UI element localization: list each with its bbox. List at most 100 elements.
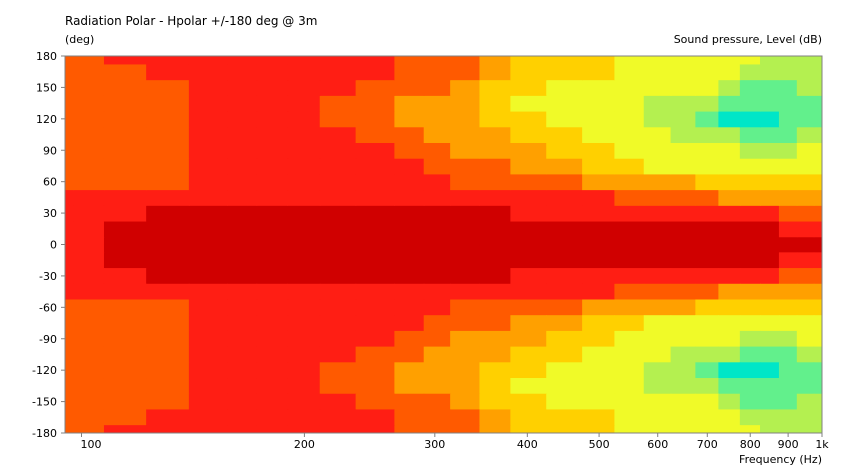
heatmap-cell [103, 244, 147, 253]
heatmap-cell [355, 409, 395, 426]
heatmap-cell [546, 425, 583, 433]
heatmap-cell [739, 409, 761, 426]
heatmap-cell [643, 315, 672, 332]
heatmap-cell [479, 205, 511, 222]
heatmap-cell [423, 244, 451, 253]
heatmap-cell [778, 268, 798, 285]
heatmap-cell [695, 315, 719, 332]
heatmap-cell [546, 205, 583, 222]
heatmap-cell [65, 110, 74, 128]
heatmap-cell [355, 378, 395, 395]
heatmap-cell [510, 425, 547, 433]
heatmap-cell [796, 268, 815, 285]
heatmap-cell [188, 95, 228, 112]
heatmap-cell [643, 205, 672, 222]
heatmap-cell [695, 189, 719, 206]
heatmap-cell [287, 95, 321, 112]
heatmap-cell [759, 205, 780, 222]
heatmap-cell [256, 56, 289, 65]
heatmap-cell [227, 252, 258, 269]
heatmap-cell [188, 299, 228, 316]
heatmap-cell [146, 126, 190, 143]
heatmap-cell [227, 244, 258, 253]
heatmap-cell [355, 315, 395, 332]
heatmap-cell [670, 393, 696, 411]
heatmap-cell [546, 393, 583, 411]
heatmap-cell [670, 79, 696, 96]
heatmap-cell [450, 425, 481, 433]
y-tick-label: -90 [39, 333, 57, 346]
heatmap-cell [103, 409, 147, 426]
heatmap-cell [582, 79, 616, 96]
heatmap-cell [643, 56, 672, 65]
heatmap-cell [450, 346, 481, 363]
heatmap-cell [103, 315, 147, 332]
heatmap-cell [355, 299, 395, 316]
heatmap-cell [73, 330, 105, 348]
heatmap-cell [796, 205, 815, 222]
heatmap-cell [813, 56, 822, 65]
heatmap-cell [718, 244, 741, 253]
heatmap-cell [546, 189, 583, 206]
y-tick-label: -60 [39, 301, 57, 314]
heatmap-cell [65, 236, 74, 246]
heatmap-cell [103, 299, 147, 316]
heatmap-cell [227, 63, 258, 81]
heatmap-cell [796, 173, 815, 191]
heatmap-cell [759, 236, 780, 246]
heatmap-cell [546, 173, 583, 191]
heatmap-cell [718, 283, 741, 301]
heatmap-cell [614, 173, 645, 191]
heatmap-cell [103, 79, 147, 96]
heatmap-cell [319, 409, 357, 426]
heatmap-cell [227, 299, 258, 316]
x-tick-label: 100 [80, 438, 101, 451]
heatmap-cell [188, 56, 228, 65]
heatmap-cell [423, 252, 451, 269]
heatmap-cell [510, 220, 547, 238]
heatmap-cell [65, 189, 74, 206]
heatmap-cell [759, 126, 780, 143]
heatmap-cell [739, 268, 761, 285]
heatmap-cell [188, 330, 228, 348]
heatmap-cell [287, 126, 321, 143]
heatmap-cell [510, 393, 547, 411]
heatmap-cell [759, 95, 780, 112]
heatmap-cell [643, 393, 672, 411]
heatmap-cell [813, 346, 822, 363]
heatmap-cell [355, 425, 395, 433]
heatmap-cell [73, 79, 105, 96]
heatmap-cell [319, 425, 357, 433]
heatmap-cell [582, 299, 616, 316]
heatmap-cell [670, 220, 696, 238]
heatmap-cell [582, 189, 616, 206]
heatmap-cell [65, 378, 74, 395]
heatmap-cell [778, 346, 798, 363]
x-tick-label: 500 [589, 438, 610, 451]
heatmap-cell [146, 346, 190, 363]
heatmap-cell [188, 110, 228, 128]
heatmap-cell [510, 63, 547, 81]
heatmap-cell [778, 378, 798, 395]
heatmap-cell [103, 236, 147, 246]
heatmap-cell [796, 220, 815, 238]
heatmap-cell [778, 56, 798, 65]
heatmap-cell [643, 189, 672, 206]
heatmap-cell [695, 283, 719, 301]
heatmap-cell [582, 110, 616, 128]
heatmap-cell [546, 236, 583, 246]
heatmap-cell [479, 268, 511, 285]
heatmap-cell [759, 189, 780, 206]
heatmap-cell [813, 220, 822, 238]
heatmap-cell [146, 425, 190, 433]
heatmap-cell [227, 409, 258, 426]
heatmap-cell [146, 409, 190, 426]
heatmap-cell [73, 220, 105, 238]
heatmap-cell [739, 56, 761, 65]
heatmap-cell [65, 315, 74, 332]
heatmap-cell [546, 252, 583, 269]
heatmap-cell [778, 315, 798, 332]
heatmap-cell [695, 63, 719, 81]
heatmap-cell [813, 63, 822, 81]
heatmap-cell [796, 299, 815, 316]
